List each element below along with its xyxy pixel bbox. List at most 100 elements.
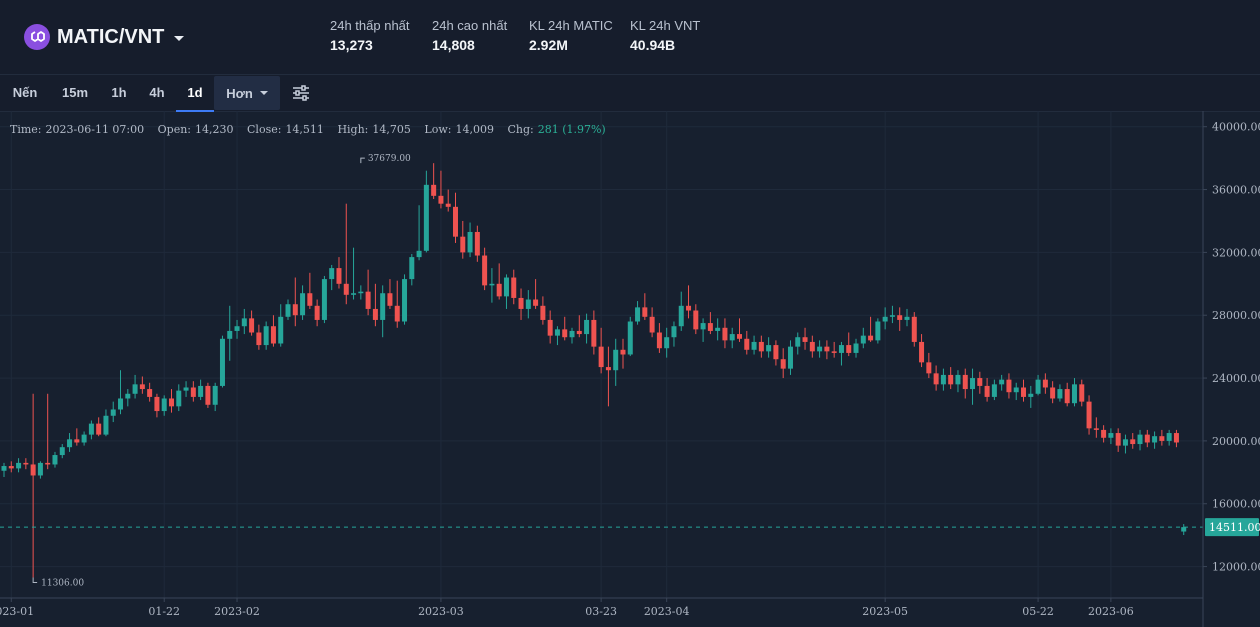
candle-body bbox=[1086, 401, 1092, 429]
candle-body bbox=[321, 279, 327, 320]
timeframe-1d[interactable]: 1d bbox=[176, 75, 214, 112]
candle bbox=[154, 393, 160, 418]
candle bbox=[598, 327, 604, 374]
candle-body bbox=[263, 326, 269, 346]
candle bbox=[620, 338, 626, 369]
candle bbox=[8, 461, 14, 473]
candle-body bbox=[307, 293, 313, 306]
candle bbox=[23, 458, 29, 470]
candle bbox=[416, 205, 422, 261]
last-price-label: 14511.00 bbox=[1209, 521, 1260, 534]
candle-body bbox=[1050, 387, 1056, 399]
candlestick-chart[interactable]: 14511.00 37679.00 11306.00 40000.00 36000.0… bbox=[0, 111, 1260, 627]
candle-body bbox=[8, 466, 14, 469]
candle-body bbox=[52, 455, 58, 465]
candle-body bbox=[991, 384, 997, 397]
candle-body bbox=[1122, 439, 1128, 446]
candle bbox=[270, 315, 276, 347]
candle-body bbox=[1028, 393, 1034, 397]
candle-body bbox=[1021, 387, 1027, 397]
candle bbox=[402, 274, 408, 325]
candle-body bbox=[722, 327, 728, 341]
candle bbox=[103, 409, 109, 437]
candle bbox=[467, 222, 473, 258]
ohlc-time: Time: 2023-06-11 07:00 bbox=[10, 123, 144, 136]
candle-body bbox=[649, 316, 655, 333]
candle-body bbox=[809, 341, 815, 352]
candle-body bbox=[1057, 389, 1063, 399]
chart-type-candles[interactable]: Nến bbox=[12, 85, 38, 100]
candle bbox=[693, 304, 699, 335]
candle bbox=[1108, 428, 1114, 445]
candle bbox=[722, 318, 728, 349]
ohlc-low-label: Low: bbox=[424, 123, 452, 136]
candle-body bbox=[700, 323, 706, 330]
candle bbox=[161, 395, 167, 416]
candle bbox=[118, 370, 124, 415]
timeframe-4h[interactable]: 4h bbox=[149, 85, 165, 100]
stat-24h-high: 24h cao nhất 14,808 bbox=[432, 18, 507, 53]
candle-body bbox=[423, 184, 429, 251]
candle-body bbox=[882, 316, 888, 322]
candle-body bbox=[919, 341, 925, 363]
candle-body bbox=[562, 329, 568, 338]
candle-body bbox=[897, 315, 903, 320]
ohlc-change: Chg: 281 (1.97%) bbox=[507, 123, 605, 136]
ohlc-time-label: Time: bbox=[10, 123, 42, 136]
candle bbox=[860, 327, 866, 349]
candle bbox=[511, 269, 517, 305]
candle bbox=[1152, 431, 1158, 449]
stat-value: 13,273 bbox=[330, 37, 373, 53]
candle-body bbox=[147, 389, 153, 397]
candle bbox=[853, 338, 859, 358]
candle-body bbox=[358, 291, 364, 294]
more-timeframes-button[interactable]: Hơn bbox=[214, 76, 280, 110]
candle-body bbox=[336, 268, 342, 284]
candle-body bbox=[300, 293, 306, 316]
candle-body bbox=[773, 345, 779, 360]
candle-body bbox=[452, 206, 458, 237]
candle bbox=[1101, 425, 1107, 443]
candle-body bbox=[533, 299, 539, 306]
candle-body bbox=[198, 385, 204, 397]
more-label: Hơn bbox=[226, 85, 253, 101]
price-tick-label: 32000.00 bbox=[1212, 246, 1260, 259]
candle-body bbox=[278, 316, 284, 344]
candle-body bbox=[445, 203, 451, 207]
caret-down-icon bbox=[259, 91, 268, 95]
candle bbox=[1137, 429, 1143, 451]
candle-body bbox=[1042, 379, 1048, 388]
ohlc-low-value: 14,009 bbox=[455, 123, 494, 136]
candle-body bbox=[118, 398, 124, 410]
candle bbox=[802, 327, 808, 350]
candle-body bbox=[474, 231, 480, 256]
candle bbox=[649, 307, 655, 338]
candle bbox=[889, 305, 895, 324]
candle bbox=[438, 170, 444, 209]
ohlc-high-value: 14,705 bbox=[372, 123, 411, 136]
candle-body bbox=[729, 334, 735, 341]
candle-body bbox=[984, 385, 990, 397]
candle-body bbox=[351, 293, 357, 295]
sliders-icon[interactable] bbox=[290, 83, 312, 103]
candle bbox=[351, 247, 357, 300]
candle bbox=[707, 312, 713, 335]
candle-body bbox=[853, 343, 859, 353]
ohlc-high-label: High: bbox=[337, 123, 369, 136]
pair-selector[interactable]: MATIC/VNT bbox=[24, 22, 185, 52]
candle bbox=[190, 381, 196, 402]
candle-body bbox=[1152, 436, 1158, 443]
candle bbox=[380, 285, 386, 338]
timeframe-1h[interactable]: 1h bbox=[111, 85, 127, 100]
candle-body bbox=[751, 341, 757, 350]
candle-body bbox=[30, 464, 36, 476]
candle-body bbox=[343, 283, 349, 295]
candle bbox=[1071, 378, 1077, 407]
timeframe-15m[interactable]: 15m bbox=[61, 85, 89, 100]
candle bbox=[642, 293, 648, 320]
candle bbox=[678, 291, 684, 331]
candle-body bbox=[103, 415, 109, 435]
candle bbox=[671, 321, 677, 347]
candle bbox=[365, 269, 371, 316]
candle-body bbox=[438, 195, 444, 204]
